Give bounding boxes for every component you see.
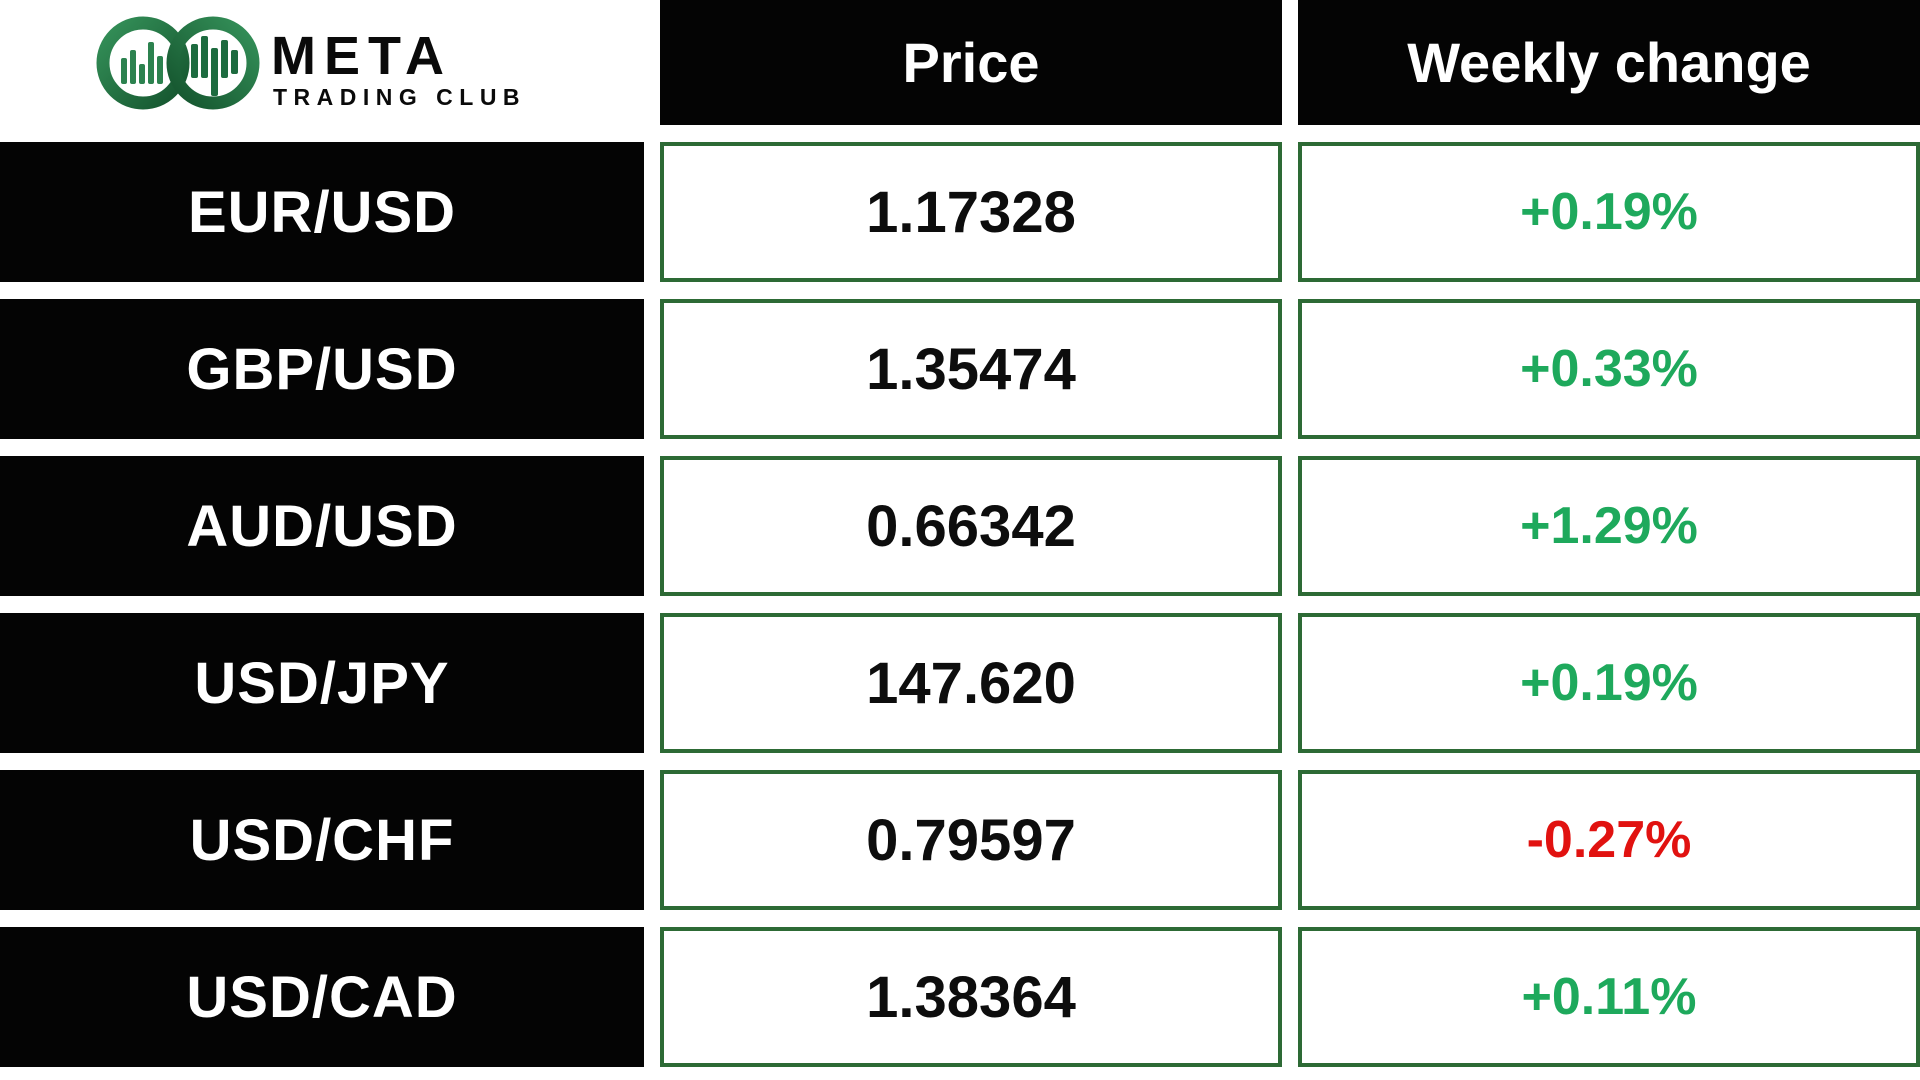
weekly-change-value: +0.33% <box>1298 299 1920 439</box>
header-price-label: Price <box>902 31 1040 94</box>
brand-tagline: TRADING CLUB <box>273 84 526 110</box>
pair-label: GBP/USD <box>0 299 644 439</box>
header-weekly-change-label: Weekly change <box>1407 31 1811 94</box>
price-value: 1.35474 <box>660 299 1282 439</box>
weekly-change-value: +1.29% <box>1298 456 1920 596</box>
header-weekly-change: Weekly change <box>1298 0 1920 125</box>
weekly-change-value: +0.19% <box>1298 613 1920 753</box>
brand-logo-cell: META TRADING CLUB <box>0 0 644 125</box>
price-value: 1.17328 <box>660 142 1282 282</box>
price-value: 147.620 <box>660 613 1282 753</box>
infinity-loops-icon <box>96 16 260 109</box>
weekly-change-value: +0.19% <box>1298 142 1920 282</box>
weekly-change-value: +0.11% <box>1298 927 1920 1067</box>
pair-label: AUD/USD <box>0 456 644 596</box>
pair-label: USD/CAD <box>0 927 644 1067</box>
pair-label: USD/JPY <box>0 613 644 753</box>
brand-logo: META TRADING CLUB <box>96 16 526 110</box>
right-loop-bars-icon <box>191 35 238 96</box>
pair-label: EUR/USD <box>0 142 644 282</box>
price-value: 1.38364 <box>660 927 1282 1067</box>
price-value: 0.79597 <box>660 770 1282 910</box>
header-price: Price <box>660 0 1282 125</box>
left-loop-bars-icon <box>121 41 163 84</box>
pair-label: USD/CHF <box>0 770 644 910</box>
brand-wordmark: META <box>271 26 452 86</box>
weekly-change-value: -0.27% <box>1298 770 1920 910</box>
price-value: 0.66342 <box>660 456 1282 596</box>
